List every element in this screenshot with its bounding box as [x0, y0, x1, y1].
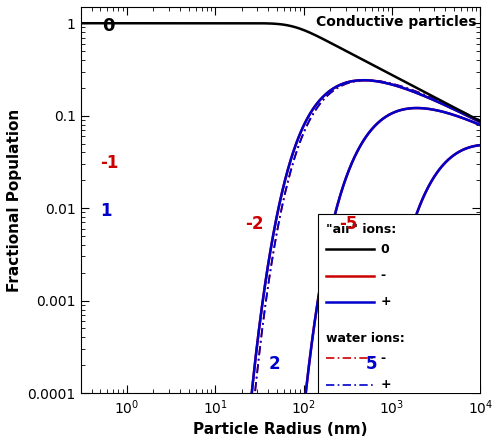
Text: -2: -2: [246, 214, 264, 233]
Text: Conductive particles: Conductive particles: [316, 15, 476, 29]
Text: 1: 1: [100, 202, 112, 220]
Text: -: -: [380, 269, 386, 282]
Text: -5: -5: [339, 214, 357, 233]
Text: +: +: [380, 295, 391, 309]
FancyBboxPatch shape: [318, 214, 482, 441]
X-axis label: Particle Radius (nm): Particle Radius (nm): [193, 422, 368, 437]
Text: 5: 5: [366, 356, 377, 373]
Text: "air" ions:: "air" ions:: [326, 223, 396, 236]
Text: 2: 2: [268, 356, 280, 373]
Text: 0: 0: [380, 243, 389, 256]
Text: -1: -1: [100, 154, 118, 172]
Text: 0: 0: [102, 17, 114, 35]
Text: water ions:: water ions:: [326, 332, 405, 345]
Text: +: +: [380, 378, 391, 391]
Y-axis label: Fractional Population: Fractional Population: [7, 108, 22, 292]
Text: -: -: [380, 352, 386, 365]
